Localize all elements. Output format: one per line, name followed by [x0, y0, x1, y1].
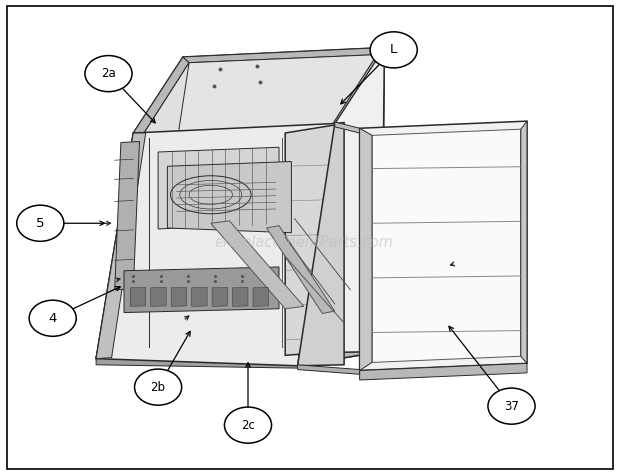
Polygon shape — [167, 162, 291, 233]
Polygon shape — [171, 287, 187, 306]
Polygon shape — [298, 365, 360, 374]
Circle shape — [17, 205, 64, 241]
Polygon shape — [143, 55, 377, 135]
Polygon shape — [124, 267, 279, 313]
Circle shape — [488, 388, 535, 424]
Polygon shape — [115, 142, 140, 290]
Polygon shape — [360, 128, 372, 370]
Circle shape — [29, 300, 76, 336]
Polygon shape — [130, 287, 146, 306]
Polygon shape — [521, 121, 527, 363]
Polygon shape — [330, 48, 384, 127]
Polygon shape — [96, 356, 298, 368]
Polygon shape — [360, 121, 527, 370]
Polygon shape — [133, 57, 189, 135]
Polygon shape — [96, 133, 146, 359]
Polygon shape — [335, 122, 360, 133]
Polygon shape — [211, 221, 304, 309]
Polygon shape — [372, 129, 521, 362]
Polygon shape — [212, 287, 228, 306]
Text: L: L — [390, 43, 397, 57]
Text: 2b: 2b — [151, 380, 166, 394]
Circle shape — [224, 407, 272, 443]
Polygon shape — [298, 48, 384, 366]
Text: eReplacementParts.com: eReplacementParts.com — [215, 235, 393, 250]
Polygon shape — [143, 48, 384, 356]
Circle shape — [85, 56, 132, 92]
Polygon shape — [360, 363, 527, 380]
Polygon shape — [232, 287, 248, 306]
Text: 2c: 2c — [241, 418, 255, 432]
Polygon shape — [96, 124, 335, 366]
Polygon shape — [143, 63, 189, 349]
Text: 2a: 2a — [101, 67, 116, 80]
Polygon shape — [298, 123, 344, 366]
Text: 5: 5 — [36, 217, 45, 230]
Polygon shape — [143, 127, 330, 354]
Polygon shape — [253, 287, 268, 306]
Circle shape — [370, 32, 417, 68]
Polygon shape — [192, 287, 207, 306]
Text: 4: 4 — [48, 312, 57, 325]
Polygon shape — [133, 124, 335, 135]
Polygon shape — [285, 124, 338, 355]
Polygon shape — [183, 48, 384, 63]
Circle shape — [135, 369, 182, 405]
Polygon shape — [151, 287, 166, 306]
Polygon shape — [96, 352, 381, 366]
Polygon shape — [96, 57, 183, 359]
Polygon shape — [158, 147, 279, 229]
Text: 37: 37 — [504, 399, 519, 413]
Polygon shape — [267, 226, 335, 314]
